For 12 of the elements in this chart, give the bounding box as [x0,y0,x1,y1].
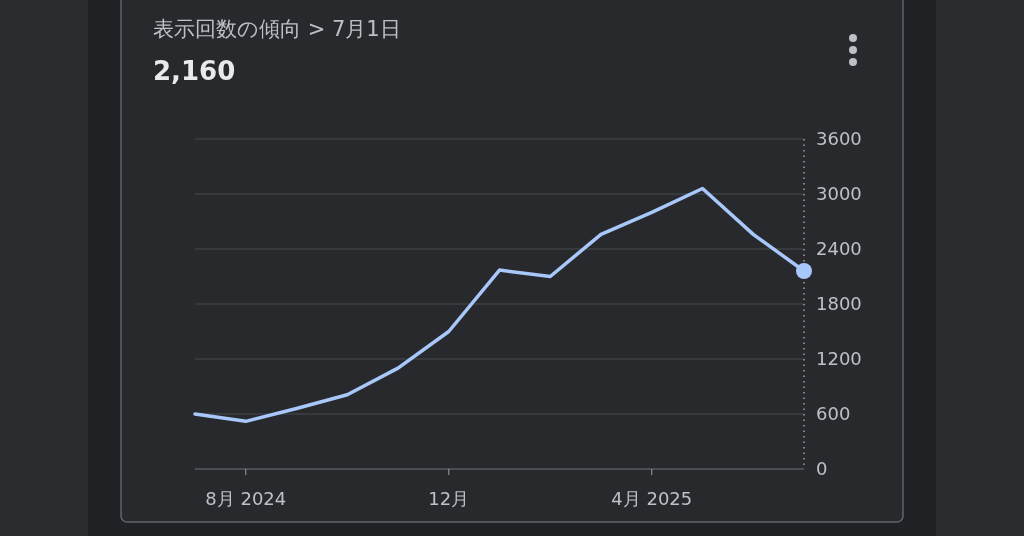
chart-subtitle: 2,160 [153,56,236,86]
y-tick-label: 3600 [816,128,862,150]
x-tick-label: 4月 2025 [611,488,693,509]
y-tick-label: 1800 [816,293,862,315]
y-tick-label: 3000 [816,183,862,205]
y-tick-label: 600 [816,403,851,425]
chart-title: 表示回数の傾向 > 7月1日 [153,17,401,41]
x-tick-label: 8月 2024 [205,488,287,509]
y-tick-label: 0 [816,458,828,480]
y-tick-label: 1200 [816,348,862,370]
x-tick-label: 12月 [428,488,470,509]
y-tick-label: 2400 [816,238,862,260]
